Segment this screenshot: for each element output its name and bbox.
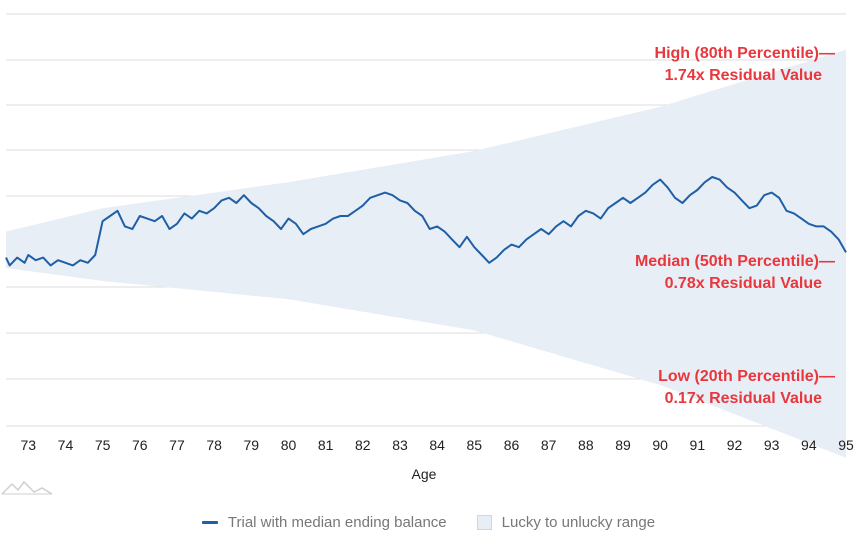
x-tick-label: 80: [281, 437, 297, 453]
x-tick-label: 88: [578, 437, 594, 453]
median-trial-line: [5, 176, 847, 267]
median-percentile-annotation-line1: Median (50th Percentile)—: [635, 253, 835, 270]
x-tick-label: 79: [244, 437, 260, 453]
x-tick-label: 90: [652, 437, 668, 453]
x-tick-label: 84: [429, 437, 445, 453]
high-percentile-annotation: High (80th Percentile)— 1.74x Residual Va…: [655, 45, 835, 84]
x-tick-label: 92: [727, 437, 743, 453]
legend: Trial with median ending balance Lucky t…: [0, 510, 857, 534]
x-tick-label: 95: [838, 437, 854, 453]
x-tick-label: 78: [206, 437, 222, 453]
legend-item-range[interactable]: Lucky to unlucky range: [476, 513, 656, 531]
low-percentile-annotation-line1: Low (20th Percentile)—: [658, 368, 835, 385]
low-percentile-annotation: Low (20th Percentile)— 0.17x Residual Val…: [658, 368, 835, 407]
logo-mountain-icon: [1, 480, 53, 495]
x-tick-label: 81: [318, 437, 334, 453]
x-tick-label: 94: [801, 437, 817, 453]
x-tick-label: 86: [504, 437, 520, 453]
x-tick-label: 87: [541, 437, 557, 453]
x-tick-label: 89: [615, 437, 631, 453]
lucky-to-unlucky-band: [6, 49, 846, 458]
x-tick-label: 82: [355, 437, 371, 453]
x-tick-label: 76: [132, 437, 148, 453]
x-tick-label: 93: [764, 437, 780, 453]
chart: 73 74 75 76 77 78 79 80 81 82 83 84 85 86 87 88 89 90 91 92…: [5, 13, 854, 482]
x-tick-label: 91: [690, 437, 706, 453]
x-axis-ticks: 73 74 75 76 77 78 79 80 81 82 83 84 85 86 87 88 89 90 91 92…: [21, 437, 854, 453]
x-tick-label: 77: [169, 437, 185, 453]
x-tick-label: 74: [58, 437, 74, 453]
x-tick-label: 75: [95, 437, 111, 453]
high-percentile-annotation-line1: High (80th Percentile)—: [655, 45, 835, 62]
legend-item-median-trial[interactable]: Trial with median ending balance: [201, 513, 447, 531]
x-axis-title: Age: [412, 466, 437, 482]
legend-line-swatch: [201, 520, 218, 524]
median-percentile-annotation-line2: 0.78x Residual Value: [665, 275, 823, 292]
legend-band-label: Lucky to unlucky range: [501, 513, 656, 531]
x-tick-label: 85: [467, 437, 483, 453]
median-percentile-annotation: Median (50th Percentile)— 0.78x Residual …: [635, 253, 835, 292]
x-tick-label: 73: [21, 437, 37, 453]
low-percentile-annotation-line2: 0.17x Residual Value: [665, 390, 823, 407]
high-percentile-annotation-line2: 1.74x Residual Value: [665, 67, 823, 84]
legend-line-label: Trial with median ending balance: [227, 513, 447, 531]
annotations: High (80th Percentile)— 1.74x Residual Va…: [635, 45, 835, 407]
legend-band-swatch: [476, 514, 492, 530]
x-tick-label: 83: [392, 437, 408, 453]
